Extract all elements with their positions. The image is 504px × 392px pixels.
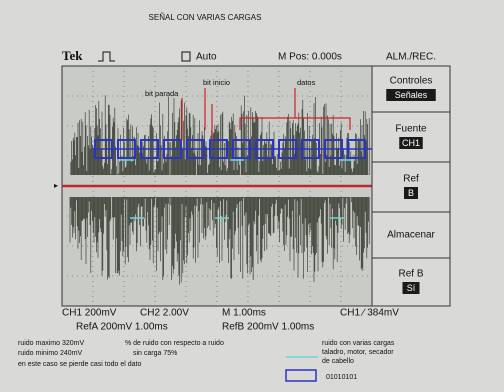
note: en este caso se pierde casi todo el dato (18, 361, 141, 368)
note: sin carga 75% (133, 350, 177, 357)
trigger-mode: Auto (196, 52, 217, 63)
menu-label: Fuente (395, 124, 427, 135)
annotation: bit inicio (203, 78, 230, 87)
readout: M 1.00ms (222, 308, 266, 319)
menu-label: Ref B (398, 269, 423, 280)
annotation: datos (297, 78, 316, 87)
menu-value: Sí (407, 283, 416, 293)
legend-label: taladro, motor, secador (322, 349, 394, 356)
note: % de ruido con respecto a ruido (125, 340, 224, 347)
readout: RefB 200mV 1.00ms (222, 322, 314, 333)
menu-label: Almacenar (387, 230, 435, 241)
menu-label: Controles (390, 76, 433, 87)
readout: CH1 200mV (62, 308, 117, 319)
brand: Tek (62, 48, 83, 63)
menu-title: ALM./REC. (386, 52, 436, 63)
note: ruido maximo 320mV (18, 340, 84, 347)
oscilloscope-capture: SEÑAL CON VARIAS CARGAS ▸ bit parada bit… (0, 0, 504, 392)
legend-label: de cabello (322, 358, 354, 365)
menu-value: CH1 (402, 138, 420, 148)
note: ruido minimo 240mV (18, 350, 83, 357)
title: SEÑAL CON VARIAS CARGAS (149, 13, 262, 22)
readout: CH2 2.00V (140, 308, 189, 319)
channel-marker: ▸ (54, 181, 58, 190)
annotation: bit parada (145, 89, 179, 98)
menu-value: Señales (395, 90, 428, 100)
readout: RefA 200mV 1.00ms (76, 322, 168, 333)
menu-label: Ref (403, 174, 419, 185)
readout: CH1 ∕ 384mV (340, 308, 399, 319)
position: M Pos: 0.000s (278, 52, 342, 63)
menu-value: B (408, 188, 414, 198)
legend-label: ruido con varias cargas (322, 340, 395, 347)
legend-label: 01010101 (326, 374, 357, 381)
